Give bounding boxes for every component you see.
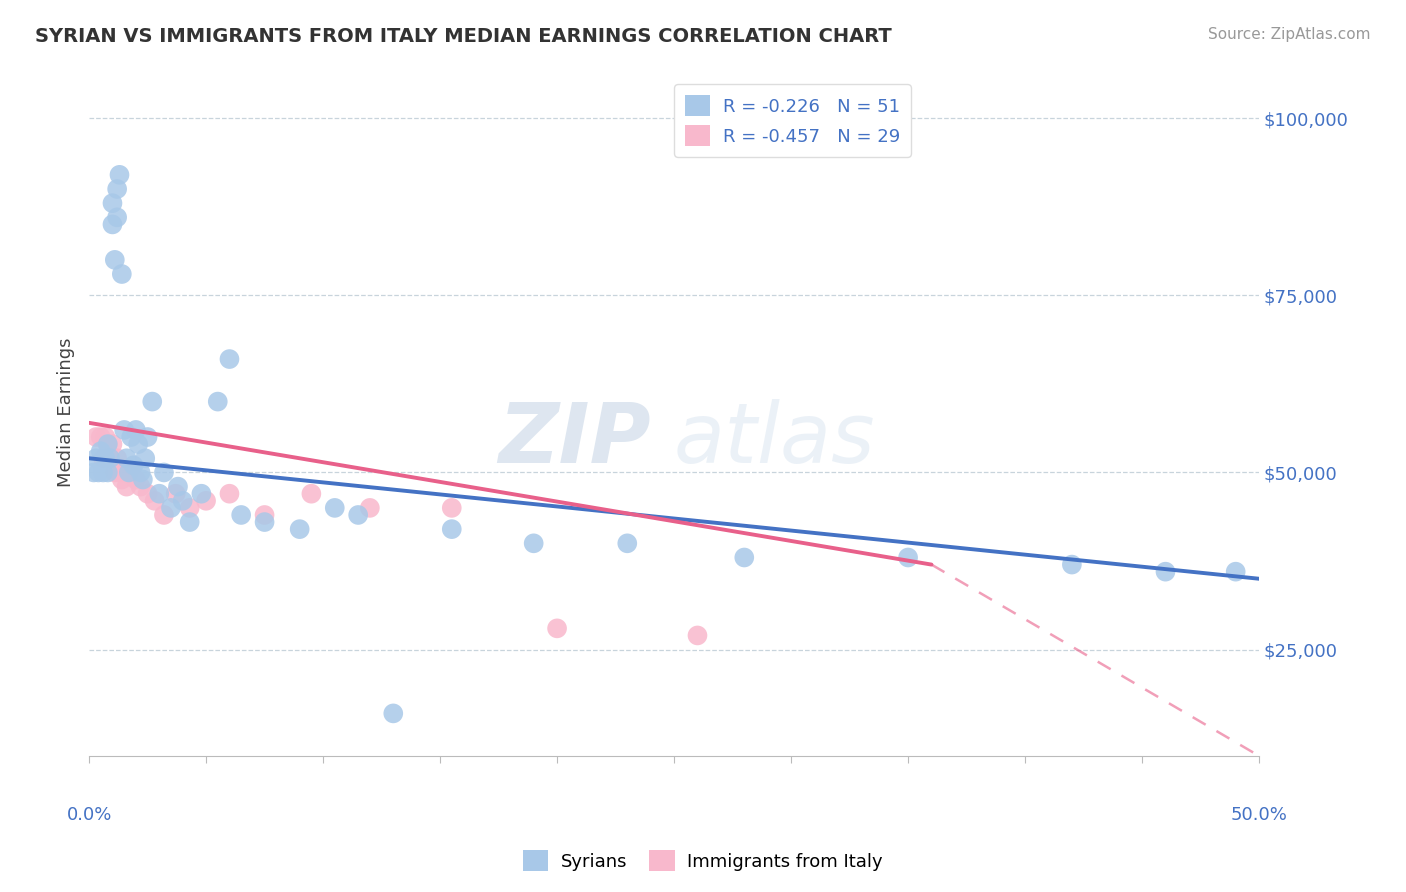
Point [101, 196, 124, 211]
Point [127, 437, 149, 451]
Point [323, 500, 346, 515]
Point [97, 466, 120, 480]
Point [120, 430, 142, 444]
Point [104, 252, 127, 267]
Point [84, 430, 107, 444]
Point [83, 466, 105, 480]
Point [136, 486, 159, 500]
Point [115, 480, 138, 494]
Point [90, 444, 112, 458]
Point [231, 508, 253, 522]
Point [440, 500, 463, 515]
Point [118, 466, 141, 480]
Point [108, 168, 131, 182]
Point [122, 458, 145, 473]
Point [141, 394, 163, 409]
Point [153, 466, 176, 480]
Point [359, 500, 381, 515]
Point [129, 466, 152, 480]
Point [105, 211, 128, 225]
Point [143, 493, 166, 508]
Point [165, 486, 187, 500]
Point [733, 550, 755, 565]
Point [91, 451, 114, 466]
Point [125, 473, 148, 487]
Text: 0.0%: 0.0% [66, 805, 111, 823]
Point [134, 451, 156, 466]
Point [84, 451, 107, 466]
Legend: Syrians, Immigrants from Italy: Syrians, Immigrants from Italy [516, 843, 890, 879]
Point [523, 536, 546, 550]
Point [91, 466, 114, 480]
Point [179, 500, 201, 515]
Point [136, 430, 159, 444]
Point [97, 437, 120, 451]
Legend: R = -0.226   N = 51, R = -0.457   N = 29: R = -0.226 N = 51, R = -0.457 N = 29 [673, 85, 911, 157]
Point [90, 430, 112, 444]
Point [1060, 558, 1083, 572]
Point [190, 486, 212, 500]
Point [347, 508, 370, 522]
Point [112, 423, 135, 437]
Point [546, 621, 568, 635]
Point [111, 267, 134, 281]
Text: atlas: atlas [673, 400, 876, 480]
Point [440, 522, 463, 536]
Point [105, 451, 128, 466]
Point [125, 423, 148, 437]
Text: Source: ZipAtlas.com: Source: ZipAtlas.com [1208, 27, 1371, 42]
Y-axis label: Median Earnings: Median Earnings [58, 337, 75, 487]
Text: ZIP: ZIP [498, 400, 651, 480]
Point [108, 466, 131, 480]
Point [195, 493, 218, 508]
Point [382, 706, 405, 721]
Point [115, 451, 138, 466]
Point [148, 486, 170, 500]
Point [94, 451, 117, 466]
Point [120, 466, 142, 480]
Point [105, 182, 128, 196]
Point [87, 466, 110, 480]
Point [104, 466, 127, 480]
Point [218, 486, 240, 500]
Point [98, 451, 121, 466]
Point [179, 515, 201, 529]
Point [253, 515, 276, 529]
Point [207, 394, 229, 409]
Point [112, 466, 135, 480]
Text: SYRIAN VS IMMIGRANTS FROM ITALY MEDIAN EARNINGS CORRELATION CHART: SYRIAN VS IMMIGRANTS FROM ITALY MEDIAN E… [35, 27, 891, 45]
Point [616, 536, 638, 550]
Point [132, 473, 155, 487]
Point [288, 522, 311, 536]
Point [153, 508, 176, 522]
Point [299, 486, 322, 500]
Point [167, 480, 190, 494]
Point [172, 493, 194, 508]
Point [686, 628, 709, 642]
Text: 50.0%: 50.0% [1230, 805, 1288, 823]
Point [98, 451, 121, 466]
Point [101, 218, 124, 232]
Point [111, 473, 134, 487]
Point [1154, 565, 1177, 579]
Point [129, 480, 152, 494]
Point [97, 437, 120, 451]
Point [253, 508, 276, 522]
Point [101, 437, 124, 451]
Point [1225, 565, 1247, 579]
Point [218, 352, 240, 367]
Point [897, 550, 920, 565]
Point [94, 430, 117, 444]
Point [160, 500, 183, 515]
